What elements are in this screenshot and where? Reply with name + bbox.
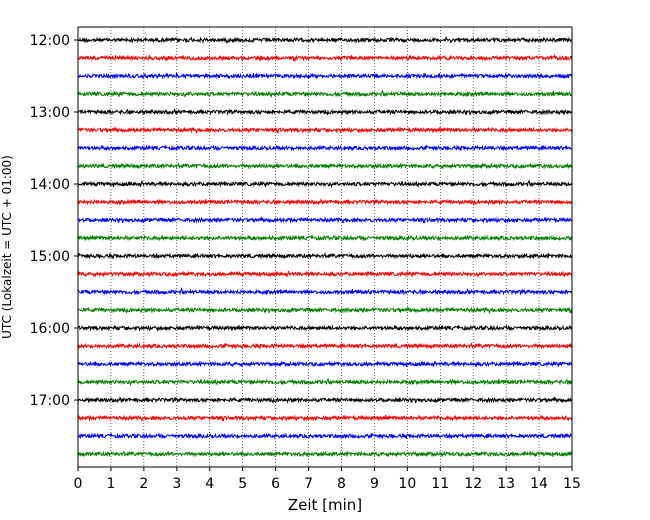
x-tick-label: 10 [398, 476, 416, 492]
plot-frame [77, 26, 573, 468]
x-tick-label: 11 [431, 476, 449, 492]
trace-line [77, 377, 573, 387]
trace-line [77, 89, 573, 99]
trace-line [77, 144, 573, 152]
x-tick-label: 15 [563, 476, 581, 492]
trace-line [77, 287, 573, 296]
trace-line [77, 414, 573, 422]
y-tick-label: 13:00 [30, 105, 70, 121]
x-tick-label: 2 [139, 476, 148, 492]
x-tick-label: 14 [530, 476, 548, 492]
trace-line [77, 234, 573, 242]
trace-line [77, 72, 573, 80]
trace-line [77, 108, 573, 116]
trace-line [77, 396, 573, 404]
x-tick-label: 1 [106, 476, 115, 492]
x-tick-label: 0 [74, 476, 83, 492]
x-tick-label: 6 [271, 476, 280, 492]
trace-line [77, 324, 573, 332]
x-axis-label: Zeit [min] [288, 496, 362, 514]
y-tick-label: 12:00 [30, 33, 70, 49]
y-tick-label: 16:00 [30, 321, 70, 337]
trace-line [77, 36, 573, 45]
y-tick-label: 17:00 [30, 393, 70, 409]
trace-line [77, 216, 573, 224]
x-tick-label: 12 [464, 476, 482, 492]
trace-line [77, 198, 573, 206]
y-tick-label: 15:00 [30, 249, 70, 265]
trace-line [77, 270, 573, 279]
trace-line [77, 179, 573, 189]
grid-lines [110, 27, 540, 467]
trace-line [77, 342, 573, 350]
trace-line [77, 53, 573, 63]
x-axis-ticks: 0 1 2 3 4 5 6 7 8 9 10 11 12 13 14 15 [74, 467, 581, 492]
trace-line [77, 126, 573, 134]
x-tick-label: 9 [370, 476, 379, 492]
seismogram-traces [77, 36, 573, 458]
trace-line [77, 360, 573, 368]
y-tick-label: 14:00 [30, 177, 70, 193]
y-axis-label: UTC (Lokalzeit = UTC + 01:00) [0, 155, 14, 339]
trace-line [77, 432, 573, 440]
trace-line [77, 450, 573, 458]
trace-line [77, 306, 573, 314]
x-tick-label: 5 [238, 476, 247, 492]
trace-line [77, 252, 573, 260]
y-axis-ticks: 12:00 13:00 14:00 15:00 16:00 17:00 [30, 33, 78, 409]
x-tick-label: 8 [337, 476, 346, 492]
x-tick-label: 13 [497, 476, 515, 492]
x-tick-label: 7 [304, 476, 313, 492]
x-tick-label: 3 [172, 476, 181, 492]
trace-line [77, 162, 573, 170]
x-tick-label: 4 [205, 476, 214, 492]
